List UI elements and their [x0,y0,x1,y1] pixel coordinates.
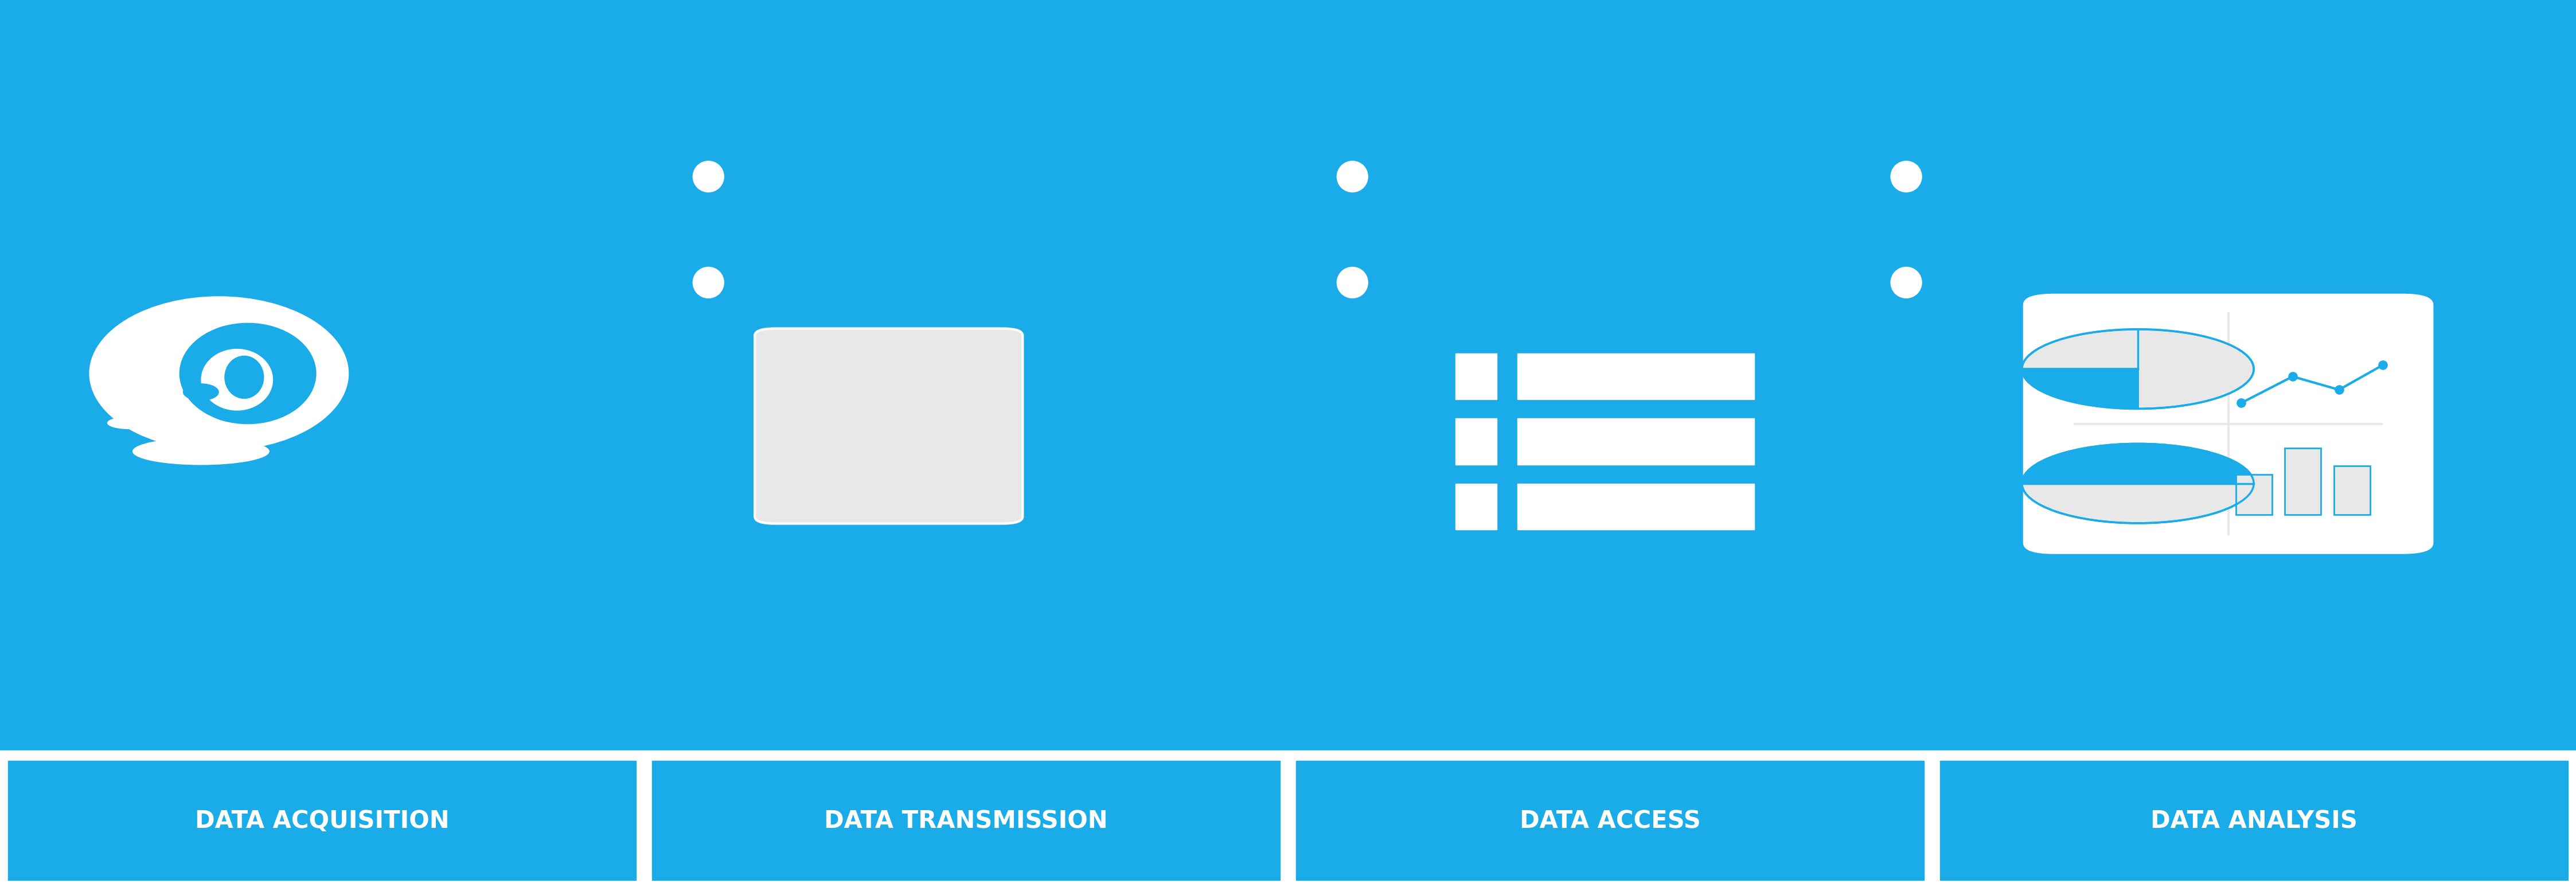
Bar [1455,484,1497,530]
Text: DATA ACQUISITION: DATA ACQUISITION [196,809,448,834]
Bar [1455,419,1497,464]
Text: DATA ANALYSIS: DATA ANALYSIS [2151,809,2357,834]
Bar [2334,466,2370,515]
Ellipse shape [1891,267,1922,298]
Ellipse shape [201,349,273,411]
Bar [1455,353,1497,399]
Wedge shape [2022,443,2254,484]
Bar [0,751,2576,883]
Ellipse shape [131,438,270,465]
Bar [1517,353,1754,399]
Text: DATA ACCESS: DATA ACCESS [1520,809,1700,834]
Ellipse shape [108,417,149,429]
Bar [1296,761,1924,880]
Point [2272,369,2313,383]
FancyBboxPatch shape [755,328,1023,524]
Bar [2285,449,2321,515]
Wedge shape [2022,369,2138,409]
Ellipse shape [90,297,348,451]
Ellipse shape [183,383,219,401]
Point [2221,396,2262,410]
Ellipse shape [1891,161,1922,192]
Ellipse shape [693,267,724,298]
Wedge shape [2022,484,2254,523]
Ellipse shape [180,323,317,424]
Bar [652,761,1280,880]
Ellipse shape [1337,267,1368,298]
Bar [2236,475,2272,515]
Bar [1517,484,1754,530]
Bar [1517,419,1754,464]
Ellipse shape [1337,161,1368,192]
Wedge shape [2022,329,2254,409]
Ellipse shape [224,356,265,399]
Ellipse shape [693,161,724,192]
Bar [1940,761,2568,880]
Bar [8,761,636,880]
Text: DATA TRANSMISSION: DATA TRANSMISSION [824,809,1108,834]
Point [2318,382,2360,396]
Point [2362,358,2403,372]
FancyBboxPatch shape [2025,294,2434,554]
